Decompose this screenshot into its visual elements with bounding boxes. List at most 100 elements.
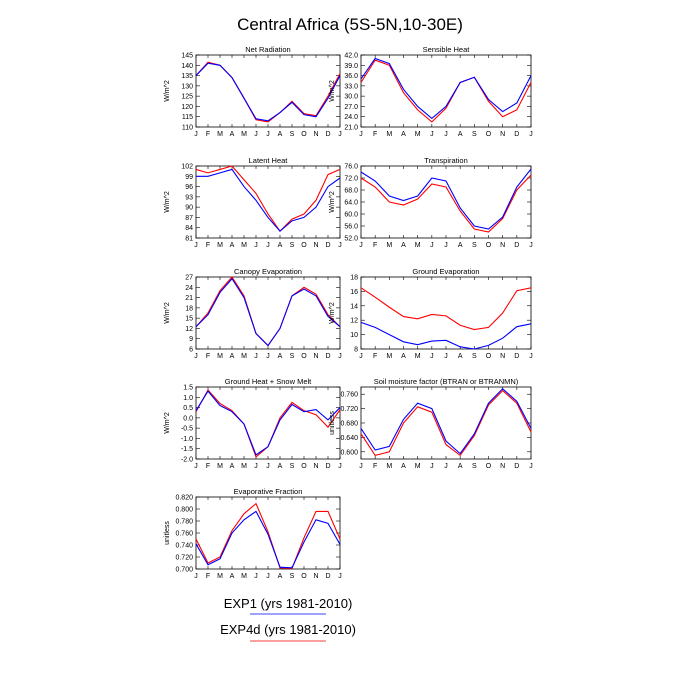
y-tick-label: 10: [350, 332, 358, 339]
y-axis-label: W/m^2: [329, 80, 336, 102]
x-tick-label: J: [194, 463, 198, 470]
x-tick-label: O: [301, 131, 307, 138]
x-tick-label: N: [500, 131, 505, 138]
y-tick-label: 14: [350, 303, 358, 310]
y-tick-label: 0.720: [175, 555, 193, 562]
x-tick-label: F: [373, 131, 377, 138]
x-tick-label: J: [430, 463, 434, 470]
y-tick-label: 6: [189, 347, 193, 354]
x-tick-label: J: [194, 242, 198, 249]
x-tick-label: J: [194, 353, 198, 360]
y-tick-label: 72.0: [344, 176, 358, 183]
x-tick-label: D: [325, 573, 330, 580]
x-tick-label: S: [472, 131, 477, 138]
x-tick-label: J: [338, 463, 342, 470]
series-line-exp4d: [360, 287, 532, 331]
plot-frame: [195, 386, 341, 460]
x-tick-label: M: [217, 463, 223, 470]
y-axis-label: W/m^2: [329, 191, 336, 213]
x-tick-label: J: [266, 353, 270, 360]
series-line-exp1: [195, 390, 341, 456]
x-tick-label: J: [194, 573, 198, 580]
x-tick-label: O: [486, 242, 492, 249]
x-tick-label: D: [325, 242, 330, 249]
series-line-exp1: [360, 388, 532, 455]
chart-title: Net Radiation: [245, 45, 290, 54]
y-tick-label: 115: [182, 114, 193, 121]
x-tick-label: A: [401, 353, 406, 360]
x-tick-label: M: [415, 353, 421, 360]
chart-title: Canopy Evaporation: [234, 267, 302, 276]
x-tick-label: A: [458, 131, 463, 138]
chart-panel-4: Transpiration W/m^2 52.0 56.0 60.0 64.0 68.0 72…: [329, 156, 533, 249]
chart-panel-7: Ground Heat + Snow Melt W/m^2 -2.0 -1.5 -1.0…: [164, 377, 342, 470]
y-tick-label: 27: [185, 275, 193, 282]
x-tick-label: J: [194, 131, 198, 138]
plot-frame: [360, 165, 532, 239]
x-tick-label: J: [529, 242, 533, 249]
x-tick-label: M: [241, 463, 247, 470]
chart-panel-6: Ground Evaporation W/m^2 8 10 12 14 16 18 J F M A M J…: [329, 267, 533, 360]
x-tick-label: S: [472, 353, 477, 360]
chart-panel-1: Net Radiation W/m^2 110 115 120 125 130 135 140 1…: [164, 45, 342, 138]
y-tick-label: 93: [185, 194, 193, 201]
x-tick-label: A: [230, 242, 235, 249]
x-tick-label: F: [373, 353, 377, 360]
x-tick-label: J: [529, 353, 533, 360]
x-tick-label: F: [206, 131, 210, 138]
chart-title: Soil moisture factor (BTRAN or BTRANMN): [374, 377, 519, 386]
y-tick-label: 21: [185, 295, 193, 302]
y-tick-label: 0.780: [175, 519, 193, 526]
x-tick-label: M: [217, 242, 223, 249]
x-tick-label: S: [290, 353, 295, 360]
x-tick-label: A: [278, 242, 283, 249]
y-tick-label: 140: [181, 63, 193, 70]
chart-title: Transpiration: [424, 156, 468, 165]
x-tick-label: J: [359, 131, 363, 138]
y-tick-label: 0.680: [340, 421, 358, 428]
y-tick-label: 36.0: [344, 73, 358, 80]
chart-title: Latent Heat: [249, 156, 289, 165]
chart-title: Sensible Heat: [423, 45, 471, 54]
x-tick-label: A: [278, 573, 283, 580]
chart-panel-8: Soil moisture factor (BTRAN or BTRANMN) u…: [329, 377, 533, 470]
x-tick-label: A: [401, 131, 406, 138]
series-line-exp1: [195, 510, 341, 569]
x-tick-label: N: [313, 573, 318, 580]
series-line-exp4d: [360, 174, 532, 233]
x-tick-label: A: [401, 463, 406, 470]
y-tick-label: -1.0: [181, 436, 193, 443]
x-tick-label: A: [278, 463, 283, 470]
legend: EXP1 (yrs 1981-2010) EXP4d (yrs 1981-201…: [220, 596, 356, 642]
y-tick-label: 16: [350, 289, 358, 296]
y-tick-label: 125: [181, 94, 193, 101]
y-axis-label: unitless: [164, 521, 171, 545]
series-line-exp4d: [360, 59, 532, 123]
x-tick-label: A: [401, 242, 406, 249]
y-tick-label: 42.0: [344, 53, 358, 60]
y-tick-label: -2.0: [181, 457, 193, 464]
x-tick-label: N: [500, 242, 505, 249]
x-tick-label: J: [254, 353, 258, 360]
y-axis-label: W/m^2: [164, 191, 171, 213]
y-tick-label: 96: [185, 184, 193, 191]
chart-panels: Net Radiation W/m^2 110 115 120 125 130 135 140 1…: [164, 45, 533, 580]
x-tick-label: J: [338, 131, 342, 138]
x-tick-label: D: [325, 131, 330, 138]
x-tick-label: J: [430, 242, 434, 249]
series-line-exp1: [360, 321, 532, 350]
y-tick-label: 1.5: [183, 385, 193, 392]
x-tick-label: J: [266, 131, 270, 138]
y-tick-label: 24: [185, 285, 193, 292]
y-tick-label: 1.0: [183, 395, 193, 402]
y-tick-label: 102: [181, 164, 193, 171]
y-axis-label: W/m^2: [164, 412, 171, 434]
series-line-exp1: [360, 168, 532, 230]
x-tick-label: M: [217, 353, 223, 360]
x-tick-label: N: [500, 353, 505, 360]
x-tick-label: S: [472, 242, 477, 249]
x-tick-label: O: [301, 463, 307, 470]
x-tick-label: N: [313, 131, 318, 138]
